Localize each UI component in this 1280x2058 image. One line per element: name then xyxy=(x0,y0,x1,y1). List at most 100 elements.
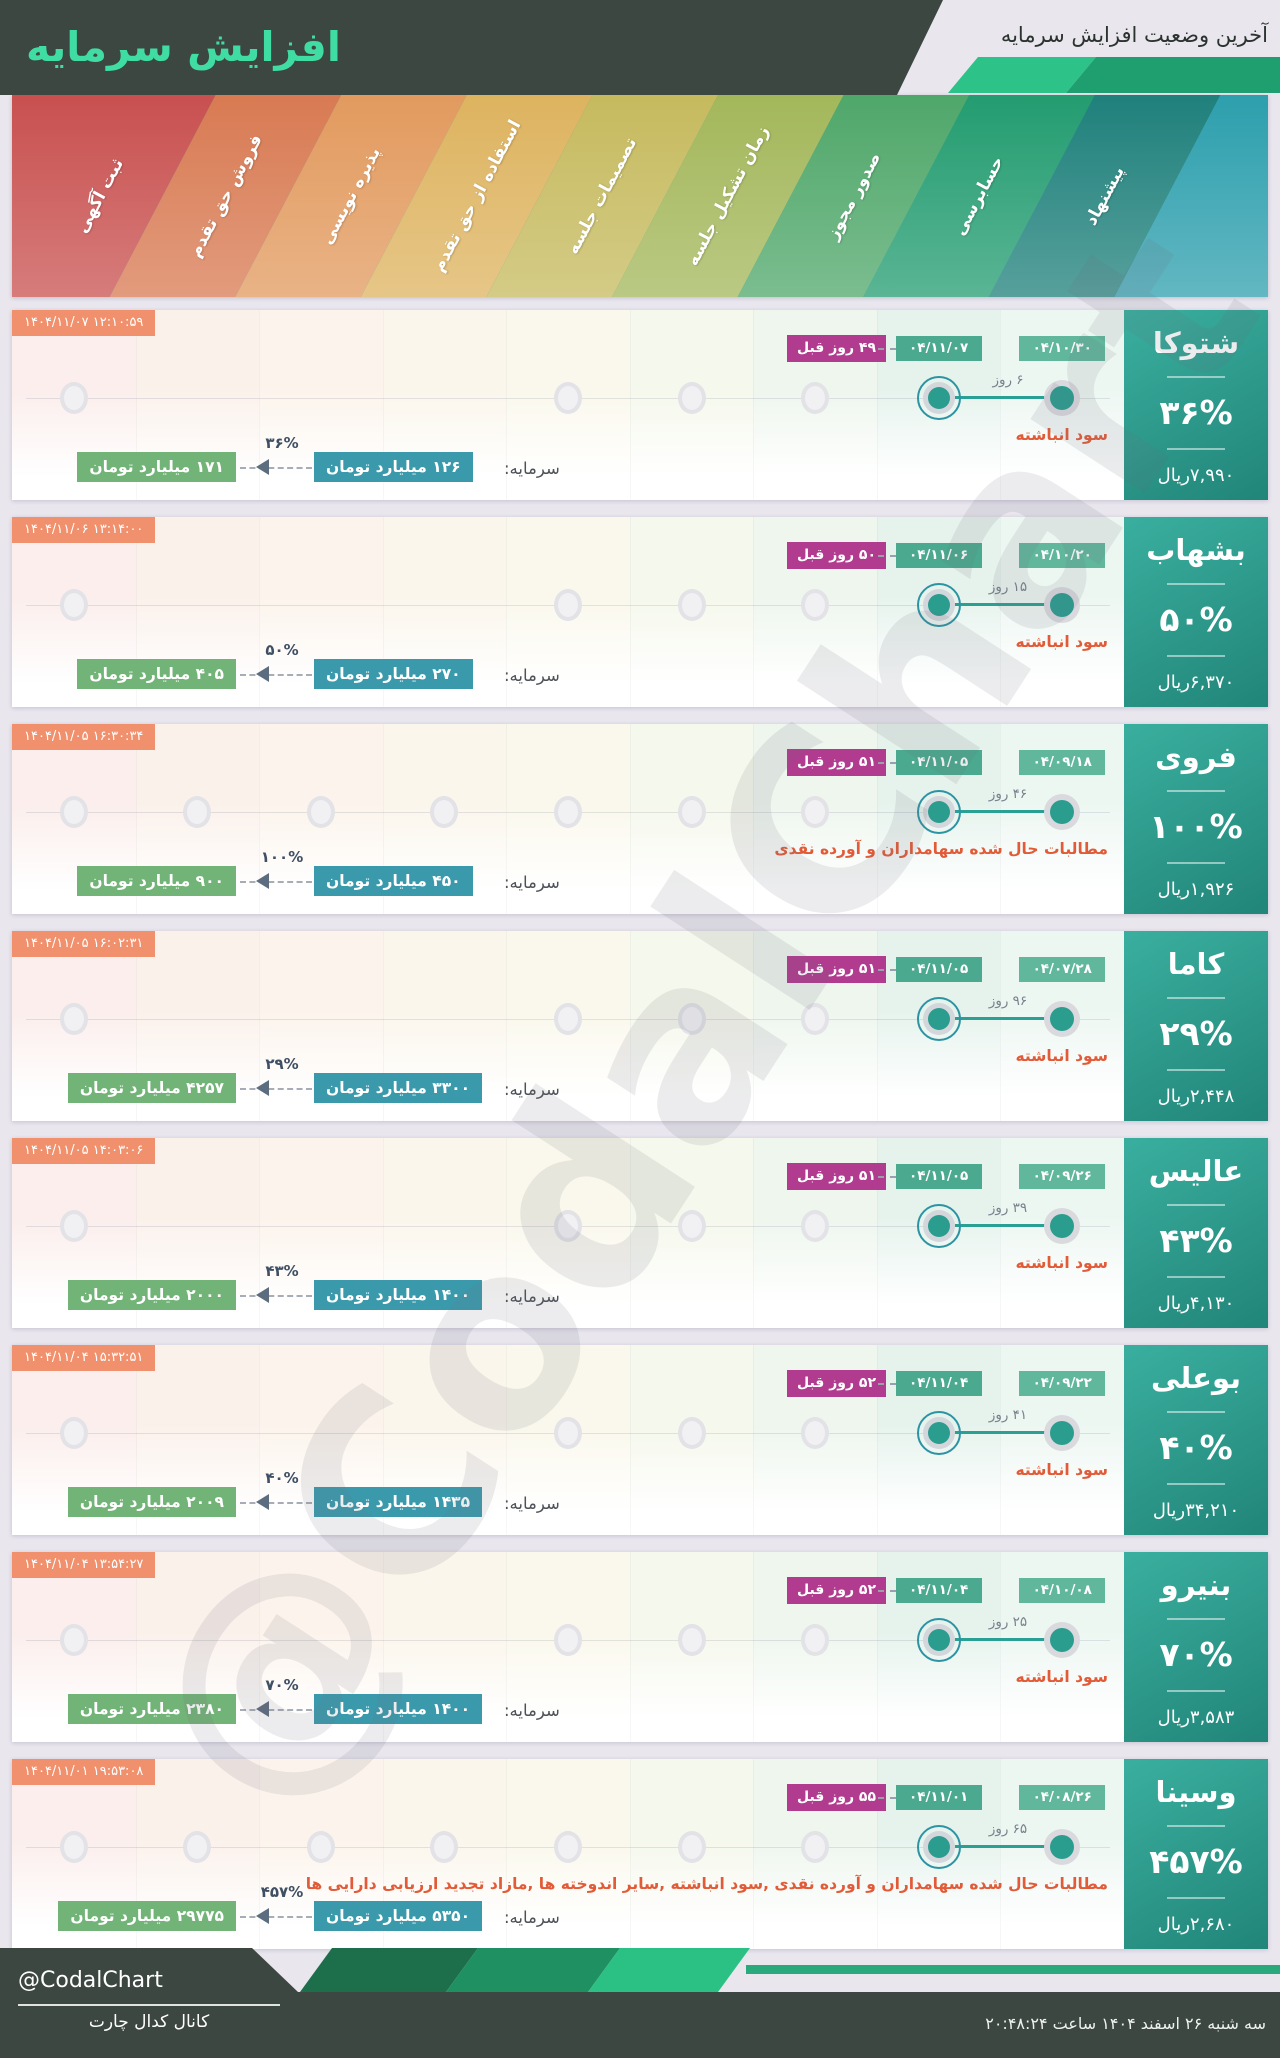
panel-divider xyxy=(1167,1617,1225,1620)
stage-point-first-core xyxy=(1050,386,1075,410)
stage-point-current-halo xyxy=(922,589,955,621)
stage-point-current-core xyxy=(927,1629,950,1651)
capital-label: سرمایه: xyxy=(504,1494,560,1513)
ago-connector xyxy=(878,1176,896,1178)
stage-column-5 xyxy=(629,1138,755,1328)
increase-source-text: مطالبات حال شده سهامداران و آورده نقدی ,… xyxy=(305,1875,1108,1893)
stage-dot-inactive xyxy=(801,1417,830,1449)
stage-dot-inactive xyxy=(801,1831,830,1863)
company-name: کاما xyxy=(1167,947,1225,981)
stage-dot-inactive xyxy=(554,1210,582,1242)
update-timestamp: ۱۴۰۴/۱۱/۰۴ ۱۳:۵۴:۲۷ xyxy=(12,1552,156,1578)
capital-after-badge: ۲۰۰۹ میلیارد تومان xyxy=(67,1487,236,1517)
increase-source-text: سود انباشته xyxy=(1015,1668,1108,1686)
company-card-5: ۴۱ روز ۰۴/۱۱/۰۴ ۰۴/۰۹/۲۲ ۵۲ روز قبل ۱۴۰۴/۱۱/… xyxy=(12,1345,1268,1535)
stage-dot-inactive xyxy=(554,1003,582,1035)
capital-before-badge: ۱۴۰۰ میلیارد تومان xyxy=(314,1694,483,1724)
increase-source-text: مطالبات حال شده سهامداران و آورده نقدی xyxy=(774,840,1108,858)
stage-point-current xyxy=(916,1618,961,1662)
company-card-6: ۲۵ روز ۰۴/۱۱/۰۴ ۰۴/۱۰/۰۸ ۵۲ روز قبل ۱۴۰۴/۱۱/… xyxy=(12,1552,1268,1742)
stage-dot-inactive xyxy=(59,382,88,414)
stage-point-first-core xyxy=(1050,1628,1075,1652)
panel-divider xyxy=(1167,447,1225,450)
increase-arrow-line xyxy=(240,1709,312,1711)
stage-point-current-halo xyxy=(922,1831,955,1863)
date-badge-recent: ۰۴/۱۱/۰۶ xyxy=(895,543,982,568)
date-badge-recent: ۰۴/۱۱/۰۵ xyxy=(895,1164,982,1189)
channel-name: کانال کدال چارت xyxy=(88,2012,210,2032)
panel-divider xyxy=(1167,582,1225,585)
increase-arrow-line xyxy=(240,881,312,883)
update-timestamp: ۱۴۰۴/۱۱/۰۷ ۱۲:۱۰:۵۹ xyxy=(12,310,156,336)
stage-dot-inactive xyxy=(801,589,830,621)
stage-point-first xyxy=(1044,1415,1081,1451)
company-increase-percent: ۴۳% xyxy=(1159,1221,1233,1260)
stage-dot-inactive xyxy=(59,1417,88,1449)
increase-percent-label: ۴۵۷% xyxy=(260,1883,304,1901)
increase-percent-label: ۵۰% xyxy=(265,641,299,659)
date-badge-first: ۰۴/۱۰/۳۰ xyxy=(1019,336,1106,361)
days-ago-badge: ۴۹ روز قبل xyxy=(786,335,886,362)
footer-accent-mid-green xyxy=(446,1948,620,1992)
header-accent-bar-dark xyxy=(1066,57,1280,93)
stage-point-first xyxy=(1044,1622,1081,1658)
stage-dot-inactive xyxy=(554,1624,582,1656)
stage-point-current-halo xyxy=(922,796,955,828)
increase-arrow-line xyxy=(240,674,312,676)
capital-label: سرمایه: xyxy=(504,1701,560,1720)
company-card-4: ۳۹ روز ۰۴/۱۱/۰۵ ۰۴/۰۹/۲۶ ۵۱ روز قبل ۱۴۰۴/۱۱/… xyxy=(12,1138,1268,1328)
stage-point-first xyxy=(1044,794,1081,830)
panel-divider xyxy=(1167,1068,1225,1071)
date-badge-recent: ۰۴/۱۱/۰۷ xyxy=(895,336,982,361)
company-panel: وسینا ۴۵۷% ۲,۶۸۰ریال xyxy=(1124,1759,1268,1949)
stage-dot-inactive xyxy=(554,796,582,828)
stage-point-first-core xyxy=(1050,1214,1075,1238)
stage-point-current-core xyxy=(927,1008,950,1030)
gap-days-label: ۱۵ روز xyxy=(988,579,1028,595)
company-card-3: ۹۶ روز ۰۴/۱۱/۰۵ ۰۴/۰۷/۲۸ ۵۱ روز قبل ۱۴۰۴/۱۱/… xyxy=(12,931,1268,1121)
ago-connector xyxy=(878,762,896,764)
stage-dot-inactive xyxy=(59,796,88,828)
gap-days-label: ۶ روز xyxy=(992,372,1024,388)
panel-divider xyxy=(1167,1689,1225,1692)
date-badge-recent: ۰۴/۱۱/۰۴ xyxy=(895,1578,982,1603)
stage-point-first xyxy=(1044,587,1081,623)
company-increase-percent: ۱۰۰% xyxy=(1149,807,1243,846)
increase-source-text: سود انباشته xyxy=(1015,633,1108,651)
panel-divider xyxy=(1167,1824,1225,1827)
panel-divider xyxy=(1167,789,1225,792)
footer-divider xyxy=(18,2004,280,2006)
company-name: فروی xyxy=(1155,740,1237,774)
stage-point-current xyxy=(916,376,961,420)
stage-dot-inactive xyxy=(677,1831,706,1863)
increase-arrow-head-icon xyxy=(256,666,269,682)
stage-point-first-core xyxy=(1050,1007,1075,1031)
footer-accent-dark-green xyxy=(300,1948,478,1992)
stage-dot-inactive xyxy=(801,1003,830,1035)
date-badge-recent: ۰۴/۱۱/۰۴ xyxy=(895,1371,982,1396)
update-timestamp: ۱۴۰۴/۱۱/۰۵ ۱۶:۰۲:۳۱ xyxy=(12,931,156,957)
stage-point-current-core xyxy=(927,1836,950,1858)
ago-connector xyxy=(878,1383,896,1385)
company-card-7: ۶۵ روز ۰۴/۱۱/۰۱ ۰۴/۰۸/۲۶ ۵۵ روز قبل ۱۴۰۴/۱۱/… xyxy=(12,1759,1268,1949)
stage-dot-inactive xyxy=(801,796,830,828)
stage-dot-inactive xyxy=(801,1624,830,1656)
update-timestamp: ۱۴۰۴/۱۱/۰۶ ۱۳:۱۴:۰۰ xyxy=(12,517,156,543)
stage-dot-inactive xyxy=(554,1831,582,1863)
stage-dot-inactive xyxy=(677,589,706,621)
days-ago-badge: ۵۵ روز قبل xyxy=(786,1784,886,1811)
ago-connector xyxy=(878,1590,896,1592)
ago-connector xyxy=(878,1797,896,1799)
gap-days-label: ۶۵ روز xyxy=(988,1821,1028,1837)
panel-divider xyxy=(1167,1203,1225,1206)
stage-dot-inactive xyxy=(183,796,212,828)
stage-dot-inactive xyxy=(306,796,335,828)
capital-before-badge: ۵۳۵۰ میلیارد تومان xyxy=(314,1901,483,1931)
days-ago-badge: ۵۲ روز قبل xyxy=(786,1370,886,1397)
capital-before-badge: ۱۴۳۵ میلیارد تومان xyxy=(314,1487,483,1517)
increase-percent-label: ۱۰۰% xyxy=(260,848,304,866)
company-card-2: ۴۶ روز ۰۴/۱۱/۰۵ ۰۴/۰۹/۱۸ ۵۱ روز قبل ۱۴۰۴/۱۱/… xyxy=(12,724,1268,914)
capital-label: سرمایه: xyxy=(504,459,560,478)
increase-arrow-head-icon xyxy=(256,873,269,889)
company-panel: کاما ۲۹% ۲,۴۴۸ریال xyxy=(1124,931,1268,1121)
